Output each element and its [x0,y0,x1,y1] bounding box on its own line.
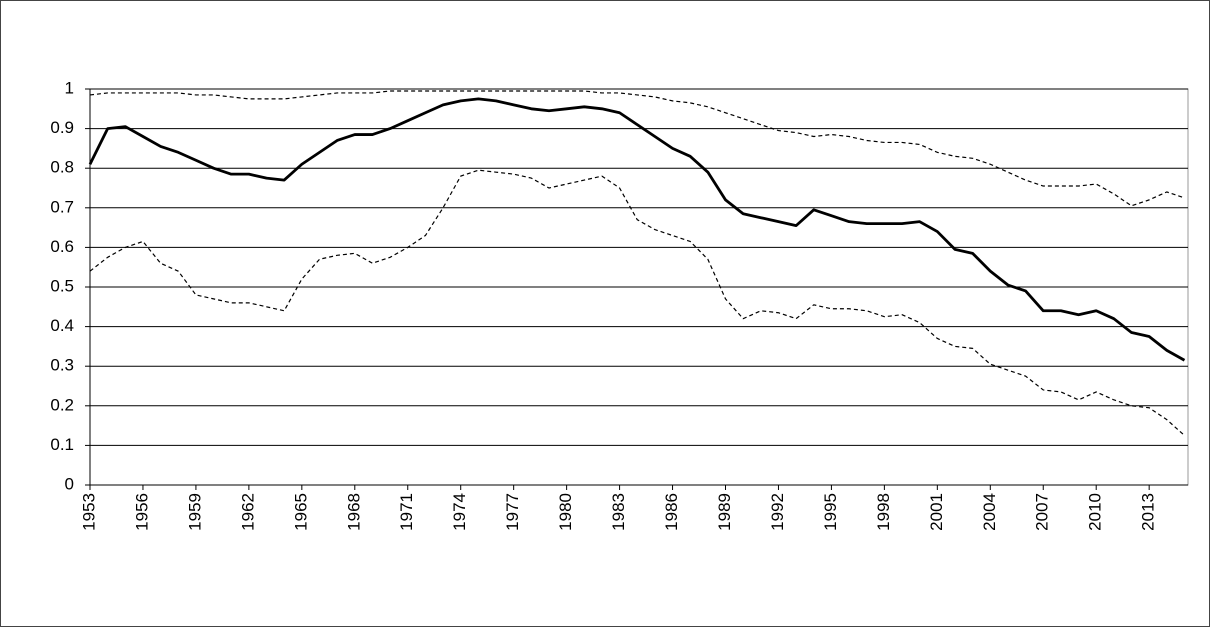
y-tick-label: 0.3 [50,356,74,375]
x-tick-label: 1977 [503,493,522,531]
x-tick-label: 2001 [927,493,946,531]
y-tick-label: 0.9 [50,118,74,137]
x-tick-label: 1974 [450,493,469,531]
y-tick-label: 0.8 [50,158,74,177]
x-tick-label: 2010 [1086,493,1105,531]
y-tick-label: 0 [65,474,74,493]
x-tick-label: 1992 [768,493,787,531]
x-tick-label: 1995 [821,493,840,531]
y-tick-label: 0.7 [50,197,74,216]
x-tick-label: 1956 [132,493,151,531]
data-line [88,97,1186,362]
x-tick-label: 1998 [874,493,893,531]
x-tick-label: 2007 [1033,493,1052,531]
y-tick-label: 0.5 [50,276,74,295]
x-tick-label: 1983 [609,493,628,531]
x-tick-label: 1968 [344,493,363,531]
x-tick-label: 1986 [662,493,681,531]
data-line [89,169,1185,436]
x-tick-label: 1989 [715,493,734,531]
y-tick-label: 0.4 [50,316,74,335]
x-tick-label: 1965 [291,493,310,531]
x-tick-label: 1971 [397,493,416,531]
y-tick-label: 1 [65,78,74,97]
x-tick-label: 2013 [1139,493,1158,531]
x-tick-label: 1980 [556,493,575,531]
y-tick-label: 0.2 [50,395,74,414]
y-tick-label: 0.6 [50,237,74,256]
x-tick-label: 2004 [980,493,999,531]
data-line [89,90,1185,207]
x-tick-label: 1959 [185,493,204,531]
x-tick-label: 1953 [79,493,98,531]
y-tick-label: 0.1 [50,435,74,454]
x-tick-label: 1962 [238,493,257,531]
